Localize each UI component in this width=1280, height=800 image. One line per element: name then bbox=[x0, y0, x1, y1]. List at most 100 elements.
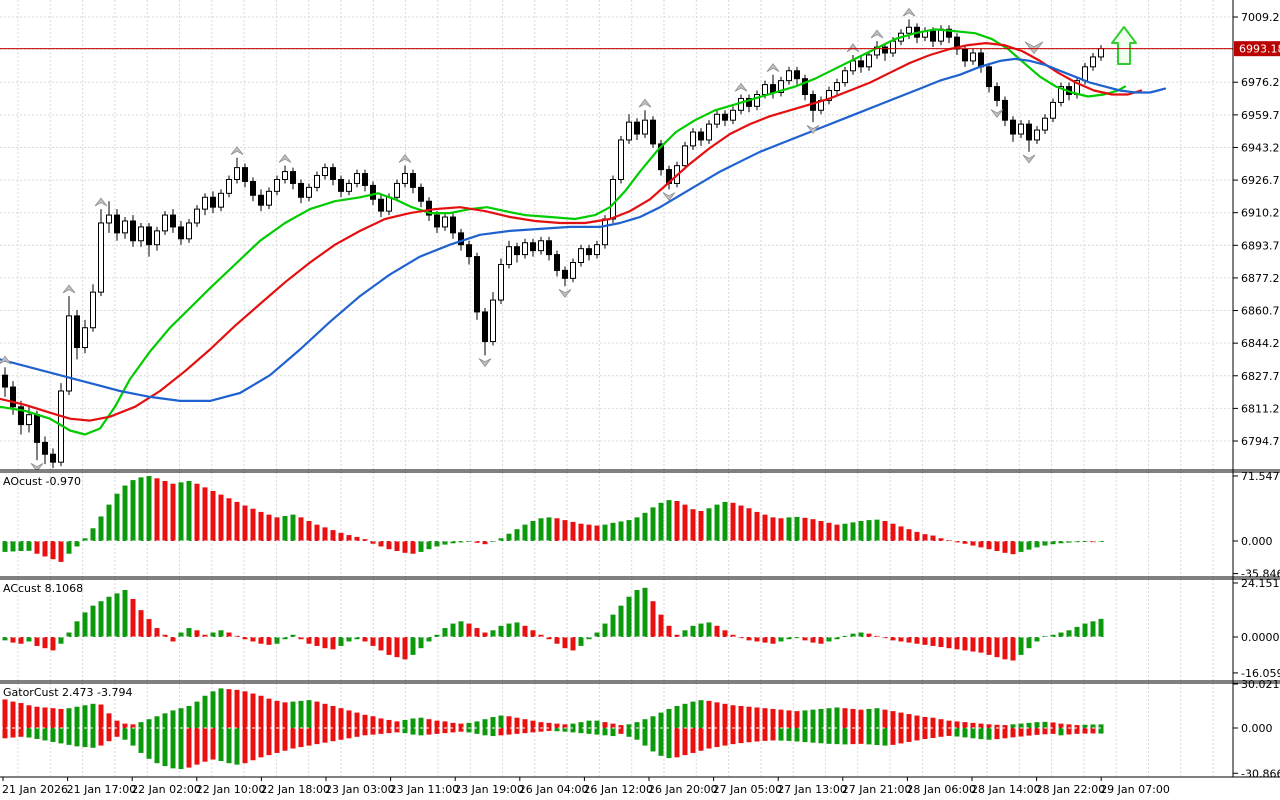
histogram-bar bbox=[154, 716, 160, 728]
histogram-bar bbox=[698, 623, 704, 637]
histogram-bar bbox=[386, 728, 392, 734]
histogram-bar bbox=[18, 703, 24, 728]
histogram-bar bbox=[354, 536, 360, 541]
candle-bullish bbox=[690, 131, 696, 147]
histogram-bar bbox=[826, 522, 832, 541]
time-axis-label: 27 Jan 13:00 bbox=[777, 783, 847, 796]
main-price-pane[interactable] bbox=[0, 7, 1233, 471]
histogram-bar bbox=[298, 700, 304, 728]
current-price-value: 6993.18 bbox=[1239, 43, 1280, 56]
candle-bullish bbox=[26, 414, 32, 426]
gator-pane[interactable]: GatorCust 2.473 -3.794 30.021 0.000 -30.866 bbox=[0, 678, 1280, 780]
histogram-bar bbox=[978, 728, 984, 740]
histogram-bar bbox=[234, 635, 240, 637]
histogram-bar bbox=[802, 728, 808, 743]
histogram-bar bbox=[978, 541, 984, 548]
histogram-bar bbox=[162, 728, 168, 767]
histogram-bar bbox=[986, 637, 992, 655]
histogram-bar bbox=[442, 728, 448, 734]
histogram-bar bbox=[706, 622, 712, 637]
histogram-bar bbox=[394, 637, 400, 658]
histogram-bar bbox=[114, 593, 120, 637]
fractal-up-icon bbox=[870, 29, 884, 39]
histogram-bar bbox=[210, 728, 216, 760]
histogram-bar bbox=[634, 590, 640, 637]
histogram-bar bbox=[106, 728, 112, 742]
fractal-down-icon bbox=[478, 358, 492, 368]
histogram-bar bbox=[42, 637, 48, 649]
histogram-bar bbox=[346, 728, 352, 739]
histogram-bar bbox=[58, 541, 64, 562]
histogram-bar bbox=[418, 637, 424, 649]
candle-bearish bbox=[370, 184, 376, 200]
current-price-badge bbox=[1234, 41, 1280, 57]
histogram-bar bbox=[658, 614, 664, 637]
histogram-bar bbox=[794, 637, 800, 639]
histogram-bar bbox=[842, 635, 848, 637]
time-axis-label: 26 Jan 04:00 bbox=[519, 783, 589, 796]
histogram-bar bbox=[338, 728, 344, 740]
histogram-bar bbox=[890, 728, 896, 745]
histogram-bar bbox=[330, 530, 336, 541]
histogram-bar bbox=[770, 517, 776, 541]
histogram-bar bbox=[858, 709, 864, 728]
time-axis-label: 28 Jan 06:00 bbox=[906, 783, 976, 796]
candle-bullish bbox=[730, 109, 736, 121]
histogram-bar bbox=[890, 637, 896, 641]
histogram-bar bbox=[746, 706, 752, 728]
histogram-bar bbox=[810, 637, 816, 643]
histogram-bar bbox=[82, 705, 88, 728]
candle-bearish bbox=[42, 441, 48, 455]
histogram-bar bbox=[802, 637, 808, 641]
histogram-bar bbox=[122, 485, 128, 541]
price-axis[interactable]: 7009.20 6976.20 6959.70 6943.20 6926.70 6910.… bbox=[1233, 11, 1280, 448]
histogram-bar bbox=[618, 521, 624, 541]
histogram-bar bbox=[250, 508, 256, 541]
histogram-bar bbox=[498, 728, 504, 736]
buy-signal-arrow-icon bbox=[1111, 26, 1137, 65]
fractal-up-icon bbox=[638, 98, 652, 108]
histogram-bar bbox=[898, 526, 904, 541]
histogram-bar bbox=[882, 637, 888, 639]
histogram-bar bbox=[378, 728, 384, 734]
histogram-bar bbox=[802, 517, 808, 541]
histogram-bar bbox=[762, 708, 768, 728]
histogram-bar bbox=[418, 728, 424, 736]
fractal-up-icon bbox=[902, 7, 916, 17]
histogram-bar bbox=[242, 505, 248, 541]
time-axis-label: 26 Jan 12:00 bbox=[583, 783, 653, 796]
candle-bearish bbox=[546, 240, 552, 256]
candle-bearish bbox=[458, 232, 464, 246]
histogram-bar bbox=[538, 634, 544, 637]
time-axis-label: 27 Jan 21:00 bbox=[842, 783, 912, 796]
histogram-bar bbox=[50, 728, 56, 742]
histogram-bar bbox=[522, 625, 528, 637]
histogram-bar bbox=[186, 706, 192, 728]
candle-bullish bbox=[1042, 117, 1048, 131]
histogram-bar bbox=[426, 637, 432, 642]
histogram-bar bbox=[954, 728, 960, 737]
histogram-bar bbox=[242, 637, 248, 640]
histogram-bar bbox=[698, 700, 704, 728]
ac-axis-value: 0.0000 bbox=[1241, 631, 1280, 644]
histogram-bar bbox=[138, 610, 144, 637]
histogram-bar bbox=[1034, 637, 1040, 642]
candle-bearish bbox=[794, 70, 800, 80]
histogram-bar bbox=[426, 719, 432, 728]
candle-bullish bbox=[738, 97, 744, 111]
candle-bullish bbox=[834, 82, 840, 92]
candle-bearish bbox=[178, 226, 184, 240]
candle-bearish bbox=[466, 244, 472, 258]
candle-bearish bbox=[858, 60, 864, 68]
histogram-bar bbox=[762, 514, 768, 541]
candle-bullish bbox=[626, 121, 632, 141]
price-axis-value: 6926.70 bbox=[1241, 174, 1280, 187]
histogram-bar bbox=[874, 519, 880, 541]
histogram-bar bbox=[162, 713, 168, 728]
candle-bearish bbox=[562, 269, 568, 279]
histogram-bar bbox=[594, 720, 600, 728]
